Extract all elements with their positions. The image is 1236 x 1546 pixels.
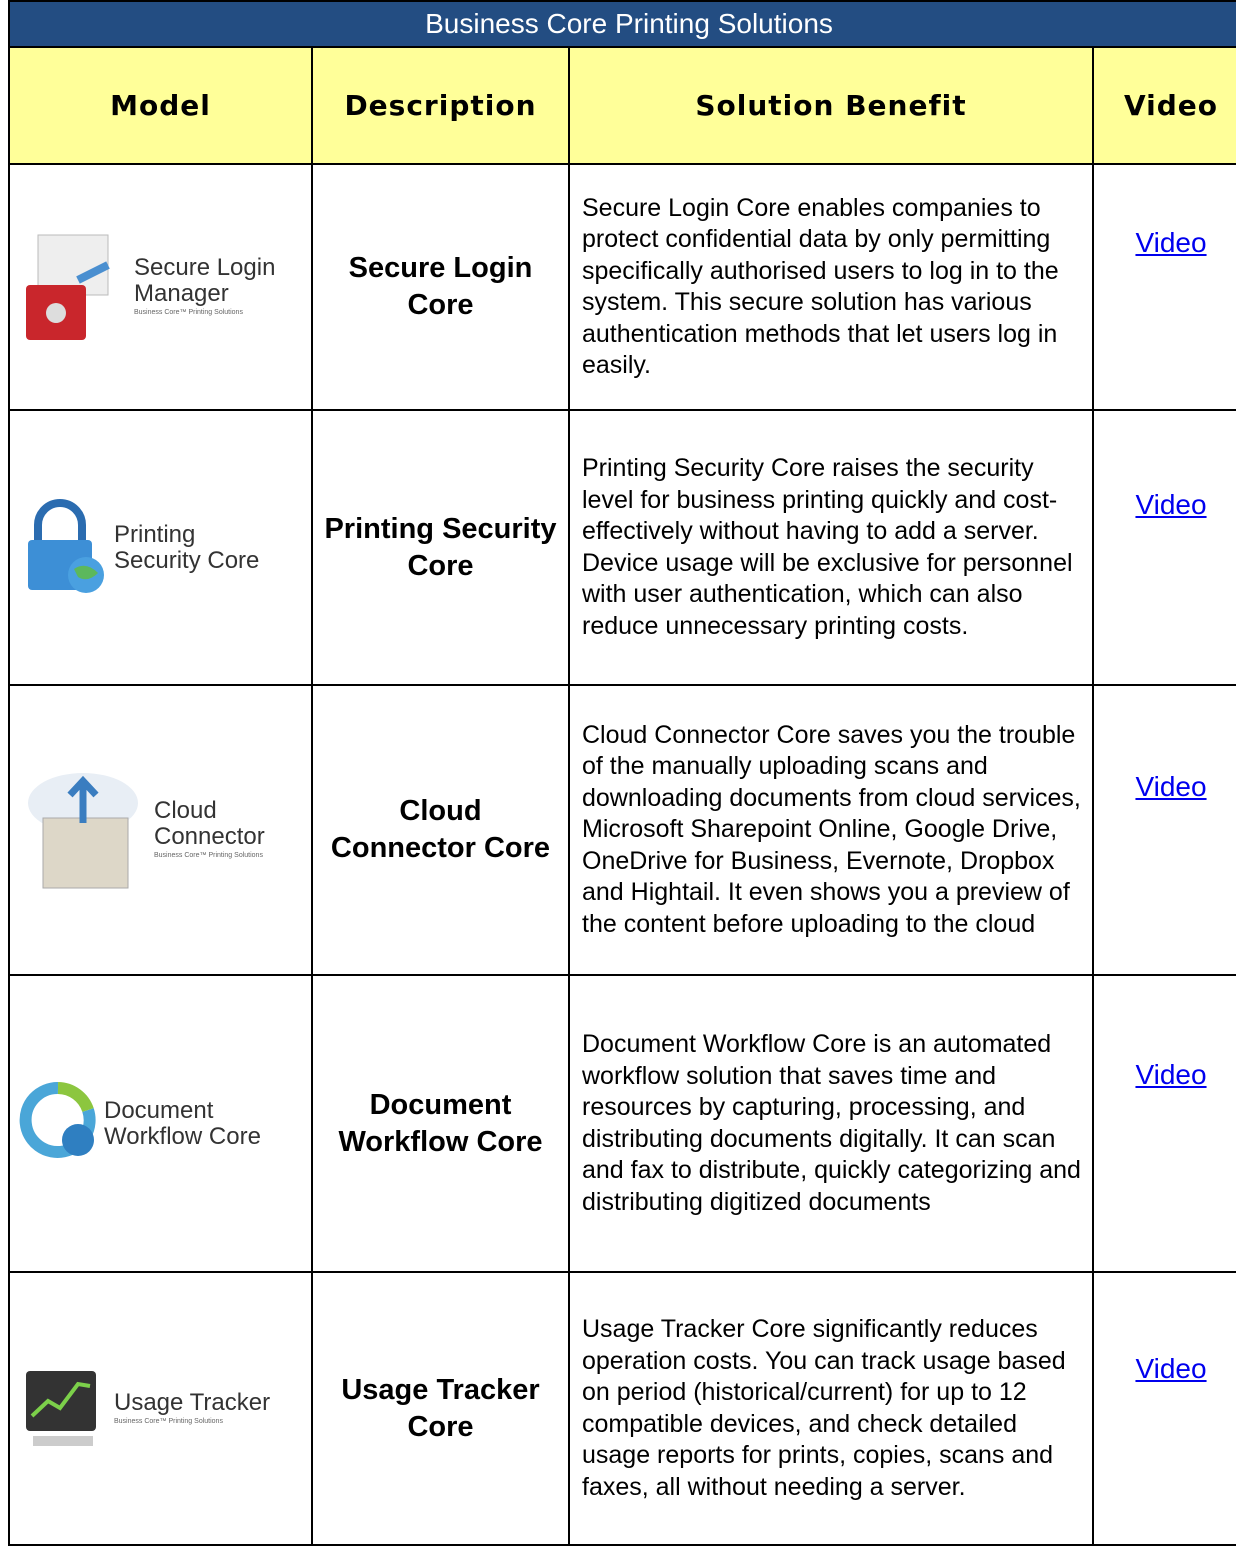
column-header: Solution Benefit	[568, 46, 1094, 165]
description: Secure Login Core enables companies to p…	[568, 163, 1094, 411]
video-cell: Video	[1091, 684, 1236, 976]
video-link[interactable]: Video	[1135, 1059, 1207, 1090]
description: Cloud Connector Core saves you the troub…	[568, 684, 1094, 976]
logo-line: Manager	[134, 280, 229, 307]
table-body: Secure Login Manager Business Core™ Printi…	[8, 163, 1236, 1546]
logo-line: Printing	[114, 520, 196, 548]
logo-tagline: Business Core™ Printing Solutions	[134, 309, 243, 316]
logo-cell: Usage Tracker Business Core™ Printing Sol…	[8, 1271, 313, 1546]
video-cell: Video	[1091, 974, 1236, 1273]
model-name: Secure Login Core	[311, 163, 570, 411]
model-name: Cloud Connector Core	[311, 684, 570, 976]
logo-line: Connector	[154, 823, 265, 850]
logo: Document Workflow Core	[10, 1076, 311, 1171]
logo-cell: Document Workflow Core	[8, 974, 313, 1273]
table-row: Printing Security Core Printing Security C…	[8, 409, 1236, 686]
column-header: Model	[8, 46, 313, 165]
table-row: Usage Tracker Business Core™ Printing Sol…	[8, 1271, 1236, 1546]
logo-line: Document	[104, 1096, 214, 1124]
table-title: Business Core Printing Solutions	[7, 0, 1236, 48]
logo-line: Security Core	[114, 546, 260, 574]
logo-icon	[18, 763, 148, 898]
logo-tagline: Business Core™ Printing Solutions	[154, 852, 263, 859]
logo-text: Secure Login Manager Business Core™ Printi…	[134, 255, 275, 319]
logo-text: Printing Security Core	[114, 520, 260, 574]
logo-text: Document Workflow Core	[104, 1096, 261, 1150]
logo-cell: Secure Login Manager Business Core™ Printi…	[8, 163, 313, 411]
logo-icon	[18, 1356, 108, 1461]
logo-tagline: Business Core™ Printing Solutions	[114, 1417, 223, 1425]
logo: Cloud Connector Business Core™ Printing So…	[10, 763, 311, 898]
column-header: Description	[311, 46, 570, 165]
logo-icon	[18, 225, 128, 350]
video-link[interactable]: Video	[1135, 1353, 1207, 1384]
logo-line: Cloud	[154, 797, 217, 824]
table-row: Document Workflow Core Document Workflow C…	[8, 974, 1236, 1273]
description: Usage Tracker Core significantly reduces…	[568, 1271, 1094, 1546]
logo-text: Usage Tracker Business Core™ Printing Sol…	[114, 1388, 271, 1428]
model-name: Document Workflow Core	[311, 974, 570, 1273]
video-cell: Video	[1091, 163, 1236, 411]
logo: Printing Security Core	[10, 495, 311, 600]
model-name: Printing Security Core	[311, 409, 570, 686]
logo: Usage Tracker Business Core™ Printing Sol…	[10, 1356, 311, 1461]
logo-icon	[18, 495, 108, 600]
solutions-table: Business Core Printing Solutions Model De…	[7, 0, 1236, 1546]
logo-text: Cloud Connector Business Core™ Printing So…	[154, 798, 265, 862]
column-header: Video	[1091, 46, 1236, 165]
logo-cell: Printing Security Core	[8, 409, 313, 686]
header-row: Model Description Solution Benefit Video	[8, 46, 1236, 165]
video-cell: Video	[1091, 1271, 1236, 1546]
video-link[interactable]: Video	[1135, 227, 1207, 258]
logo: Secure Login Manager Business Core™ Printi…	[10, 225, 311, 350]
video-link[interactable]: Video	[1135, 771, 1207, 802]
description: Printing Security Core raises the securi…	[568, 409, 1094, 686]
video-cell: Video	[1091, 409, 1236, 686]
description: Document Workflow Core is an automated w…	[568, 974, 1094, 1273]
table-row: Cloud Connector Business Core™ Printing So…	[8, 684, 1236, 976]
logo-icon	[18, 1076, 98, 1171]
table-row: Secure Login Manager Business Core™ Printi…	[8, 163, 1236, 411]
logo-line: Workflow Core	[104, 1122, 261, 1150]
logo-line: Usage Tracker	[114, 1388, 271, 1416]
video-link[interactable]: Video	[1135, 489, 1207, 520]
logo-line: Secure Login	[134, 254, 276, 281]
model-name: Usage Tracker Core	[311, 1271, 570, 1546]
logo-cell: Cloud Connector Business Core™ Printing So…	[8, 684, 313, 976]
